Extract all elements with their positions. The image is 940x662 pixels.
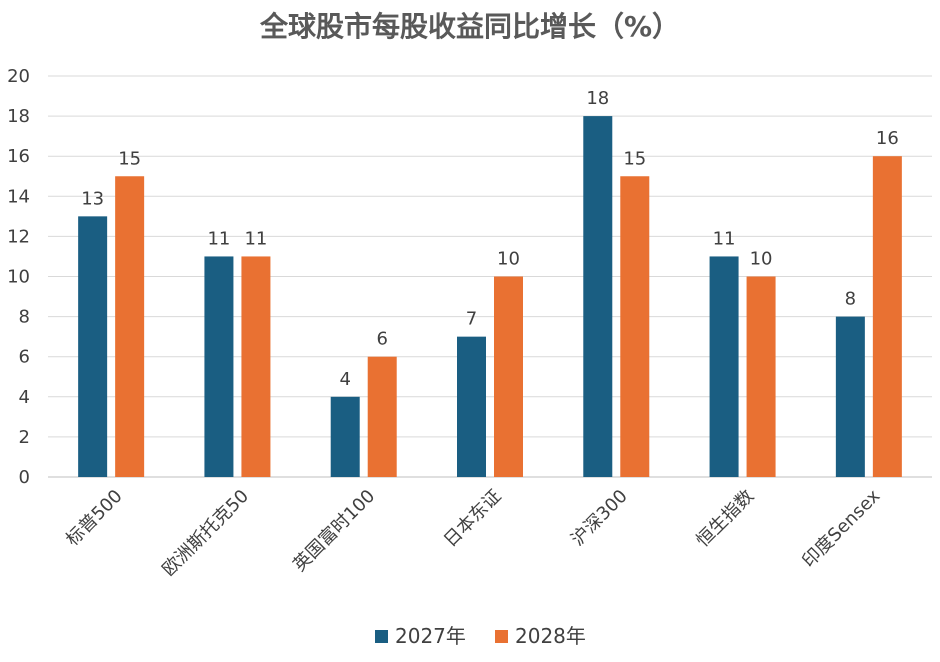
bar-1-2 [204, 256, 234, 477]
chart-title: 全球股市每股收益同比增长（%） [259, 10, 680, 43]
bar-1-7 [835, 316, 865, 477]
y-tick-label: 20 [7, 66, 30, 87]
data-label: 4 [339, 369, 350, 390]
y-tick-label: 4 [19, 387, 30, 408]
bar-2-4 [494, 276, 523, 477]
y-tick-label: 8 [19, 307, 30, 328]
data-label: 6 [376, 329, 387, 350]
bars [78, 116, 902, 477]
data-label: 13 [81, 188, 104, 209]
legend-label-2: 2028年 [515, 624, 586, 648]
bar-1-5 [583, 116, 613, 477]
bar-1-3 [330, 396, 360, 477]
data-label: 18 [586, 88, 609, 109]
data-label: 11 [207, 228, 230, 249]
legend-label-1: 2027年 [395, 624, 466, 648]
x-category-label: 日本东证 [440, 486, 506, 552]
bar-2-1 [115, 176, 145, 477]
data-label: 7 [466, 309, 477, 330]
data-label: 15 [623, 148, 646, 169]
data-label: 11 [244, 228, 267, 249]
bar-2-5 [620, 176, 650, 477]
bar-2-2 [241, 256, 271, 477]
bar-1-6 [709, 256, 739, 477]
bar-2-3 [367, 356, 397, 477]
bar-1-4 [457, 336, 486, 477]
gridlines [48, 75, 932, 478]
legend-swatch-1 [375, 630, 388, 643]
legend: 2027年 2028年 [375, 624, 586, 648]
x-axis-categories: 标普500 欧洲斯托克50 英国富时100 日本东证 沪深300 恒生指数 印度Sensex [62, 485, 885, 580]
x-category-label: 印度Sensex [798, 485, 884, 571]
y-tick-label: 18 [7, 106, 30, 127]
y-tick-label: 14 [7, 186, 30, 207]
bar-2-7 [872, 156, 902, 477]
y-tick-label: 6 [19, 347, 30, 368]
data-label: 11 [713, 228, 736, 249]
y-tick-label: 16 [7, 146, 30, 167]
legend-swatch-2 [495, 630, 508, 643]
data-label: 15 [118, 148, 141, 169]
y-tick-label: 10 [7, 267, 30, 288]
bar-1-1 [78, 216, 108, 477]
x-category-label: 欧洲斯托克50 [158, 486, 253, 581]
x-category-label: 恒生指数 [692, 486, 758, 552]
data-label: 10 [497, 249, 520, 270]
y-tick-label: 2 [19, 427, 30, 448]
x-category-label: 沪深300 [567, 486, 632, 551]
x-category-label: 标普500 [62, 486, 127, 551]
x-category-label: 英国富时100 [289, 486, 379, 576]
data-label: 16 [876, 128, 899, 149]
y-tick-label: 12 [7, 226, 30, 247]
data-label: 10 [750, 249, 773, 270]
y-axis-ticks: 0 2 4 6 8 10 12 14 16 18 20 [7, 66, 30, 488]
data-labels: 13 15 11 11 4 6 7 10 18 15 11 10 8 16 [81, 88, 899, 390]
bar-2-6 [746, 276, 776, 477]
y-tick-label: 0 [19, 467, 30, 488]
data-label: 8 [845, 289, 856, 310]
